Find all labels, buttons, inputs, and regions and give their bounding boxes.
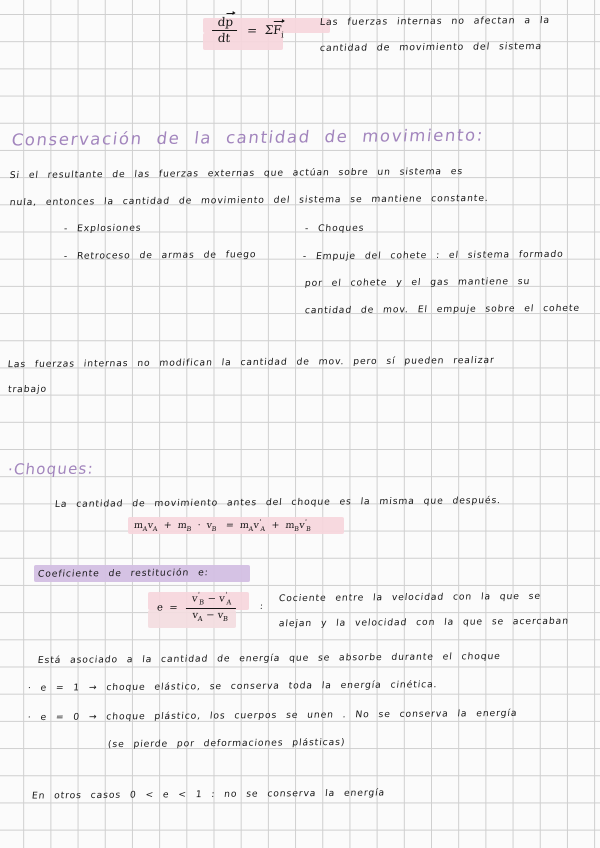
case-elastic-collision: · e = 1 → choque elástico, se conserva t… — [27, 679, 439, 694]
internal-forces-note-line-2: trabajo — [7, 383, 48, 396]
conservacion-paragraph-line-1: Si el resultante de las fuerzas externas… — [9, 166, 464, 181]
example-left-item-2: - Retroceso de armas de fuego — [63, 249, 257, 262]
coef-colon-marker: : — [259, 601, 265, 613]
coef-description-line-2: alejan y la velocidad con la que se acer… — [278, 615, 570, 630]
coefficient-restitution-equation: e = v'B − v'A vA − vB — [156, 591, 240, 624]
coeficiente-restitucion-label: Coeficiente de restitución e: — [37, 567, 210, 580]
dp-dt-fraction: dp dt — [211, 15, 239, 46]
coef-description-line-1: Cociente entre la velocidad con la que s… — [278, 590, 542, 605]
choques-intro: La cantidad de movimiento antes del choq… — [54, 495, 502, 510]
coef-equation-highlight-bottom — [148, 610, 236, 628]
dp-numerator: dp — [211, 15, 239, 32]
example-right-item-3: por el cohete y el gas mantiene su — [304, 276, 531, 289]
general-case-note: En otros casos 0 < e < 1 : no se conserv… — [31, 787, 386, 802]
top-note-line-1: Las fuerzas internas no afectan a la — [319, 14, 551, 29]
coef-fraction: v'B − v'A vA − vB — [185, 591, 238, 624]
section-title-choques: ·Choques: — [6, 459, 95, 479]
example-right-item-4: cantidad de mov. El empuje sobre el cohe… — [304, 302, 581, 317]
top-equation-highlight-lower — [203, 33, 283, 50]
energy-absorbed-note: Está asociado a la cantidad de energía q… — [37, 650, 502, 667]
example-right-item-2: - Empuje del cohete : el sistema formado — [302, 248, 565, 263]
momentum-conservation-equation: mAvA + mB · vB = mAv'A + mBv'B — [133, 518, 312, 534]
example-right-item-1: - Choques — [304, 222, 365, 235]
coeficiente-label-highlight — [34, 565, 250, 582]
case-plastic-collision: · e = 0 → choque plástico, los cuerpos s… — [27, 707, 518, 724]
example-left-item-1: - Explosiones — [63, 222, 142, 235]
coef-denominator: vA − vB — [191, 609, 229, 623]
top-equation-highlight — [203, 18, 330, 33]
sigma-forces: ΣFi — [264, 23, 285, 40]
coef-lhs: e = — [156, 602, 182, 614]
momentum-equation-highlight — [128, 517, 344, 534]
case-plastic-parenthetical: (se pierde por deformaciones plásticas) — [107, 736, 346, 751]
coef-numerator: v'B − v'A — [185, 591, 238, 609]
internal-forces-note-line-1: Las fuerzas internas no modifican la can… — [7, 354, 496, 371]
conservacion-paragraph-line-2: nula, entonces la cantidad de movimiento… — [9, 192, 490, 209]
momentum-derivative-equation: dp dt = ΣFi — [209, 15, 286, 46]
equals-sign: = — [242, 23, 262, 38]
dt-denominator: dt — [217, 31, 231, 46]
top-note-line-2: cantidad de movimiento del sistema — [319, 41, 543, 54]
page-title-conservacion: Conservación de la cantidad de movimient… — [10, 125, 486, 150]
coef-equation-highlight-top — [148, 592, 249, 610]
